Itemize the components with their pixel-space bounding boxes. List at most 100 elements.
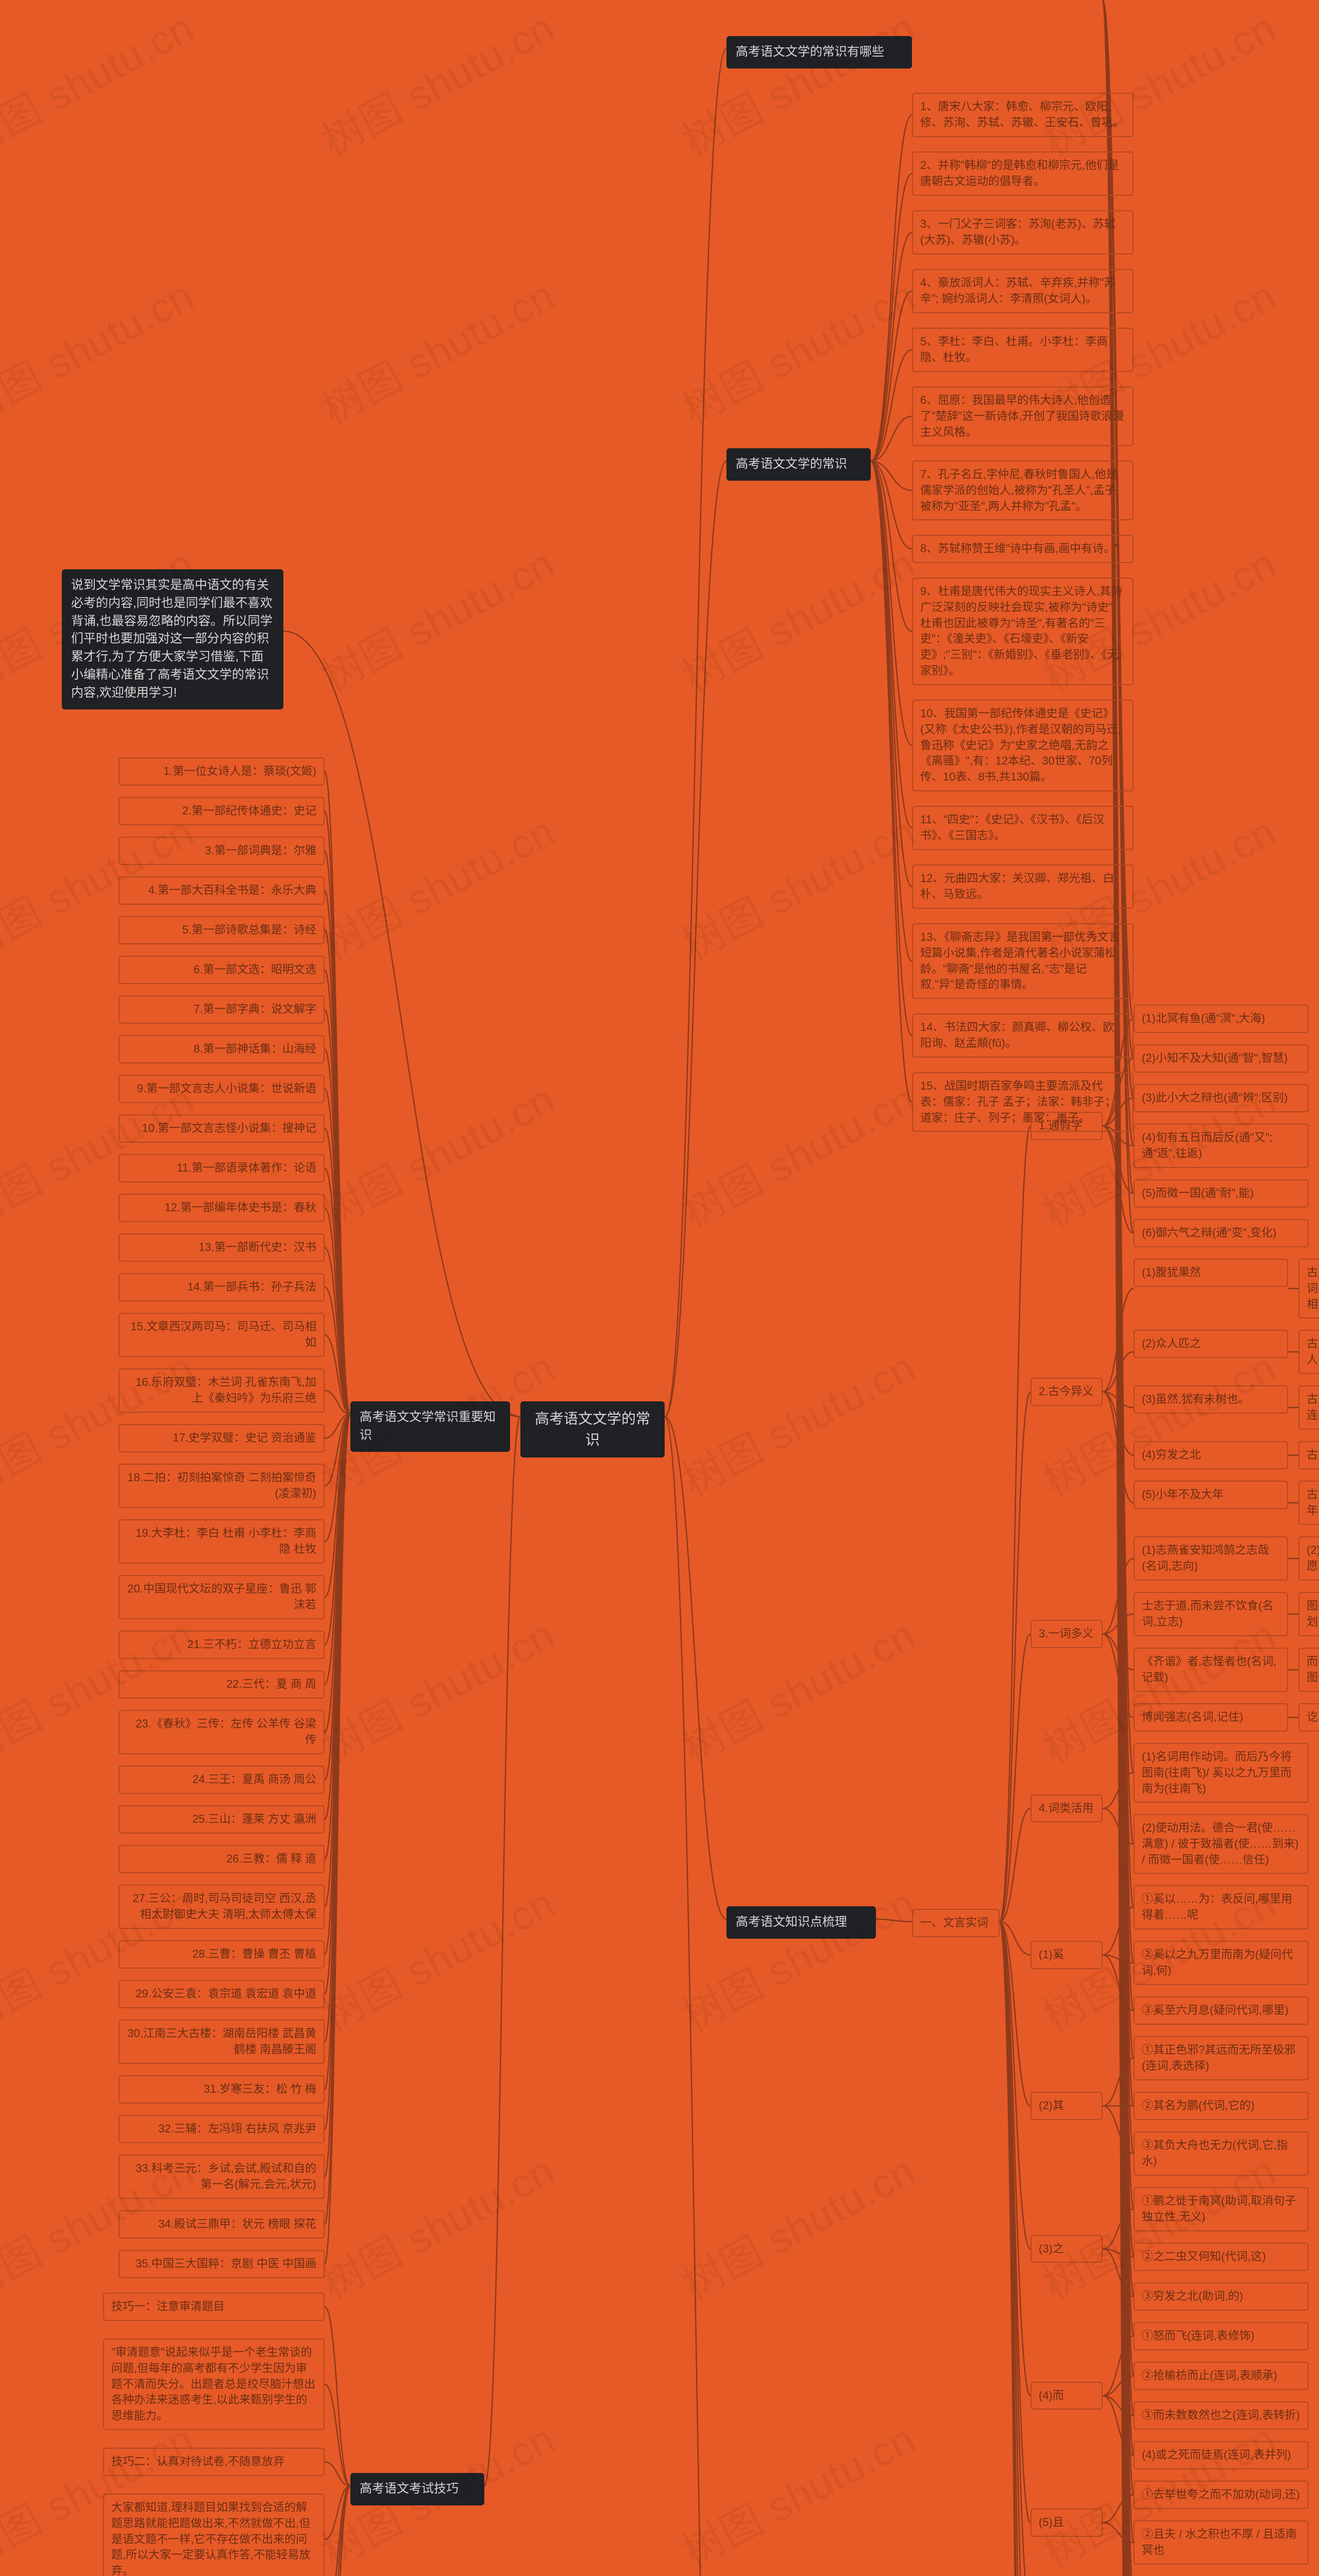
rb2-item-r: 古义：毛,草木今义：头发 (1298, 1441, 1319, 1469)
branch-right-0: 高考语文文学的常识有哪些 (726, 36, 912, 69)
lb0-item: 8.第一部神话集：山海经 (119, 1035, 325, 1063)
watermark: 树图 shutu.cn (310, 1602, 564, 1775)
lb1-item: 技巧二：认真对待试卷,不随意放弃 (103, 2448, 325, 2476)
rb1-item: 6、屈原：我国最早的伟大诗人,他创造了"楚辞"这一新诗体,开创了我国诗歌浪漫主义… (912, 386, 1134, 446)
watermark: 树图 shutu.cn (0, 263, 203, 435)
lb0-item: 26.三教：儒 释 道 (119, 1845, 325, 1873)
rb2-item: (2)使动用法。德合一君(使……满意) / 彼于致福者(使……到来) / 而徵一… (1134, 1814, 1309, 1874)
lb0-item: 3.第一部词典是：尔雅 (119, 837, 325, 865)
rb1-item: 13、《聊斋志异》是我国第一部优秀文言短篇小说集,作者是清代著名小说家蒲松龄。"… (912, 923, 1134, 999)
lb0-item: 9.第一部文言志人小说集：世说新语 (119, 1075, 325, 1103)
rb2-item-l: 士志于道,而未尝不饮食(名词,立志) (1134, 1592, 1288, 1636)
rb2-item-l: (2)众人匹之 (1134, 1330, 1288, 1358)
rb2-item: ①怒而飞(连词,表修饰) (1134, 2322, 1309, 2350)
rb2-item-r: (2)图而后乃今将图南(名词,愿望) (1298, 1536, 1319, 1581)
rb2-item-l: 博闻强志(名词,记住) (1134, 1703, 1288, 1732)
watermark: 树图 shutu.cn (671, 531, 924, 703)
rb2-item: ③穷发之北(助词,的) (1134, 2282, 1309, 2311)
watermark: 树图 shutu.cn (310, 799, 564, 971)
rb2-item: ③而未数数然也之(连词,表转折) (1134, 2401, 1309, 2430)
rb2-group-head: 4.词类活用 (1030, 1794, 1103, 1823)
rb2-item: ③其负大舟也无力(代词,它,指水) (1134, 2131, 1309, 2176)
lb0-item: 17.史学双璧：史记 资治通鉴 (119, 1424, 325, 1452)
rb2-item: ②其名为鹏(代词,它的) (1134, 2092, 1309, 2120)
lb0-item: 34.殿试三鼎甲：状元 榜眼 探花 (119, 2210, 325, 2239)
watermark: 树图 shutu.cn (310, 1870, 564, 2043)
watermark: 树图 shutu.cn (671, 799, 924, 971)
rb1-item: 1、唐宋八大家：韩愈、柳宗元、欧阳修、苏洵、苏轼、苏辙、王安石、曾巩。 (912, 93, 1134, 137)
rb2-group-head: 2.古今异义 (1030, 1378, 1103, 1406)
lb0-item: 33.科考三元：乡试,会试,殿试和自的第一名(解元,会元,状元) (119, 2155, 325, 2199)
watermark: 树图 shutu.cn (671, 1066, 924, 1239)
rb1-item: 2、并称"韩柳"的是韩愈和柳宗元,他们是唐朝古文运动的倡导者。 (912, 151, 1134, 196)
rb2-item: ①鹏之徙于南冥(助词,取消句子独立性,无义) (1134, 2187, 1309, 2231)
watermark: 树图 shutu.cn (310, 531, 564, 703)
lb0-item: 28.三曹：曹操 曹丕 曹植 (119, 1940, 325, 1969)
lb0-item: 11.第一部语录体著作：论语 (119, 1154, 325, 1182)
lb0-item: 10.第一部文言志怪小说集：搜神记 (119, 1114, 325, 1143)
rb2-item: ①去举世夸之而不加劝(动词,还) (1134, 2481, 1309, 2509)
intro-node: 说到文学常识其实是高中语文的有关必考的内容,同时也是同学们最不喜欢背诵,也最容易… (62, 569, 283, 709)
watermark: 树图 shutu.cn (671, 263, 924, 435)
lb0-item: 2.第一部纪传体通史：史记 (119, 797, 325, 825)
lb0-item: 35.中国三大国粹：京剧 中医 中国画 (119, 2250, 325, 2278)
rb2-item-r: 讫可正其版图(名词,地图) (1298, 1703, 1319, 1732)
lb0-item: 31.岁寒三友：松 竹 梅 (119, 2075, 325, 2104)
lb0-item: 32.三辅：左冯翊 右扶风 京兆尹 (119, 2115, 325, 2143)
rb2-item: (1)北冥有鱼(通"溟",大海) (1134, 1005, 1309, 1033)
lb0-item: 29.公安三袁：袁宗道 袁宏道 袁中道 (119, 1980, 325, 2008)
watermark: 树图 shutu.cn (1031, 0, 1285, 168)
rb2-item: ②且夫 / 水之积也不厚 / 且适南冥也 (1134, 2520, 1309, 2565)
rb2-item: (6)御六气之辩(通"变",变化) (1134, 1219, 1309, 1247)
watermark: 树图 shutu.cn (310, 0, 564, 168)
rb2-item-l: (1)腹犹果然 (1134, 1259, 1288, 1287)
watermark: 树图 shutu.cn (0, 0, 203, 168)
rb1-item: 9、杜甫是唐代伟大的现实主义诗人,其诗广泛深刻的反映社会现实,被称为"诗史",杜… (912, 578, 1134, 685)
rb2-item-l: (3)虽然,犹有未树也。 (1134, 1385, 1288, 1414)
rb2-group-head: (5)且 (1030, 2509, 1103, 2537)
watermark: 树图 shutu.cn (310, 2138, 564, 2311)
rb2-item-r: 而欲以力臣天下之主(名词,图谋) (1298, 1648, 1319, 1692)
rb2-item: ②奚以之九万里而南为(疑问代词,何) (1134, 1941, 1309, 1985)
rb2-group-head: (3)之 (1030, 2235, 1103, 2263)
lb0-item: 30.江南三大古楼：湖南岳阳楼 武昌黄鹤楼 南昌滕王阁 (119, 2020, 325, 2064)
rb2-item: (4)或之死而徒焉(连词,表并列) (1134, 2441, 1309, 2469)
rb2-item-r: 古义：虽然这样今义：转折连词 (1298, 1385, 1319, 1430)
rb2-item: ②之二虫又何知(代词,这) (1134, 2243, 1309, 2271)
rb2-item-r: 古义：食饱之状今义：副词,表示事实与所说或所料相符 (1298, 1259, 1319, 1318)
branch-left-1: 高考语文考试技巧 (350, 2473, 484, 2505)
lb0-item: 4.第一部大百科全书是：永乐大典 (119, 876, 325, 905)
lb0-item: 6.第一部文选：昭明文选 (119, 956, 325, 984)
lb0-item: 1.第一位女诗人是：蔡琰(文姬) (119, 757, 325, 786)
rb2-group-head: 1.通假字 (1030, 1112, 1103, 1140)
lb0-item: 12.第一部编年体史书是：春秋 (119, 1194, 325, 1222)
watermark: 树图 shutu.cn (310, 263, 564, 435)
rb2-item-l: 《齐谐》者,志怪者也(名词,记载) (1134, 1648, 1288, 1692)
rb2-item: ②抢榆枋而止(连词,表顺承) (1134, 2362, 1309, 2390)
lb0-item: 18.二拍：初刻拍案惊奇 二刻拍案惊奇 (凌濛初) (119, 1464, 325, 1508)
lb1-item: "审清题意"说起来似乎是一个老生常谈的问题,但每年的高考都有不少学生因为审题不清… (103, 2338, 325, 2430)
rb2-item-l: (4)穷发之北 (1134, 1441, 1288, 1469)
lb0-item: 24.三王：夏禹 商汤 周公 (119, 1766, 325, 1794)
watermark: 树图 shutu.cn (310, 1066, 564, 1239)
rb1-item: 5、李杜：李白、杜甫。小李杜：李商隐、杜牧。 (912, 328, 1134, 372)
mindmap-canvas: 高考语文文学的常识 说到文学常识其实是高中语文的有关必考的内容,同时也是同学们最… (0, 0, 1319, 2576)
watermark: 树图 shutu.cn (671, 1602, 924, 1775)
rb2-item: ③奚至六月息(疑问代词,哪里) (1134, 1996, 1309, 2025)
rb2-group-head: (2)其 (1030, 2092, 1103, 2120)
lb0-item: 13.第一部断代史：汉书 (119, 1233, 325, 1262)
rb2-group-head: 3.一词多义 (1030, 1620, 1103, 1648)
branch-right-1: 高考语文文学的常识 (726, 448, 871, 481)
rb2-item-r: 图久远者,莫如西归(动词,谋划) (1298, 1592, 1319, 1636)
watermark: 树图 shutu.cn (671, 2138, 924, 2311)
lb0-item: 20.中国现代文坛的双子星座：鲁迅 郭沫若 (119, 1575, 325, 1619)
branch-right-2-mid: 一、文言实词 (912, 1909, 1000, 1937)
rb2-item: (3)此小大之辩也(通"辨",区别) (1134, 1084, 1309, 1112)
rb2-item-l: (5)小年不及大年 (1134, 1481, 1288, 1509)
rb2-item: ①奚以……为：表反问,哪里用得着……呢 (1134, 1885, 1309, 1929)
rb2-item: (4)旬有五日而后反(通"又";通"返",往返) (1134, 1124, 1309, 1168)
rb1-item: 14、书法四大家：颜真卿、柳公权、欧阳询、赵孟頫(fǔ)。 (912, 1013, 1134, 1058)
lb0-item: 21.三不朽：立德立功立言 (119, 1631, 325, 1659)
rb2-group-head: (1)奚 (1030, 1941, 1103, 1969)
lb0-item: 5.第一部诗歌总集是：诗经 (119, 916, 325, 944)
